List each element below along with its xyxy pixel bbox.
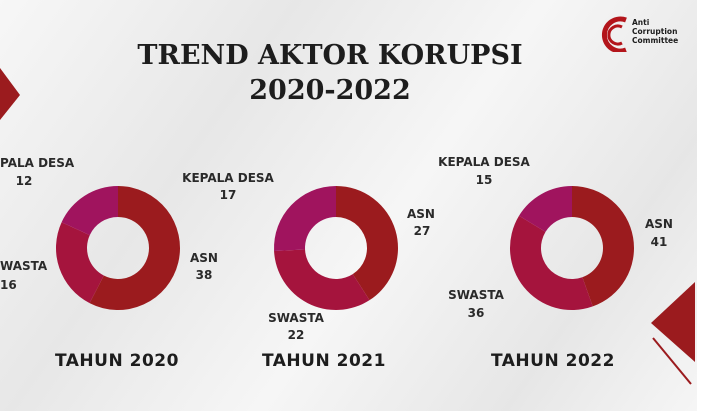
donut-slice-asn-2022 [572, 186, 634, 307]
value-kepala-desa-2020: 12 [15, 174, 33, 188]
donut-slice-kepala-desa-2020 [61, 186, 118, 236]
donut-slice-kepala-desa-2022 [519, 186, 572, 232]
right-triangle-decoration [651, 282, 695, 385]
value-kepala-desa-2021: 17 [219, 188, 237, 202]
logo-line-2: Corruption [632, 27, 678, 36]
donut-slice-swasta-2022 [510, 215, 593, 310]
donut-chart-2020 [56, 186, 180, 310]
label-kepala-desa-2021: KEPALA DESA [182, 171, 274, 185]
donut-chart-2021 [274, 186, 398, 310]
label-asn-2021: ASN [407, 207, 435, 221]
donut-slice-swasta-2021 [274, 249, 370, 310]
value-asn-2022: 41 [650, 235, 668, 249]
value-swasta-2021: 22 [287, 328, 305, 342]
logo-mark-icon [602, 16, 627, 52]
logo-line-1: Anti [632, 18, 650, 27]
value-kepala-desa-2022: 15 [475, 173, 493, 187]
label-asn-2020: ASN [190, 251, 218, 265]
logo-line-3: Committee [632, 36, 679, 45]
page-title: TREND AKTOR KORUPSI 2020-2022 [110, 38, 550, 108]
value-asn-2020: 38 [195, 268, 213, 282]
label-kepala-desa-2022: KEPALA DESA [438, 155, 530, 169]
label-kepala-desa-2020: PALA DESA [0, 156, 80, 170]
year-label-2022: TAHUN 2022 [491, 351, 615, 371]
label-swasta-2020: WASTA [0, 259, 48, 273]
logo-text: Anti Corruption Committee [632, 18, 678, 45]
value-swasta-2022: 36 [467, 306, 485, 320]
donut-slice-asn-2021 [336, 186, 398, 301]
year-label-2021: TAHUN 2021 [262, 351, 386, 371]
donut-slice-swasta-2020 [56, 222, 104, 304]
donut-slice-asn-2020 [89, 186, 180, 310]
title-line-1: TREND AKTOR KORUPSI [137, 40, 523, 71]
value-swasta-2020: 16 [0, 278, 17, 292]
label-swasta-2021: SWASTA [268, 311, 324, 325]
year-label-2020: TAHUN 2020 [55, 351, 179, 371]
donut-slice-kepala-desa-2021 [274, 186, 336, 251]
label-asn-2022: ASN [645, 217, 673, 231]
donut-chart-2022 [510, 186, 634, 310]
right-edge-strip [697, 0, 704, 411]
title-line-2: 2020-2022 [249, 75, 411, 106]
label-swasta-2022: SWASTA [448, 288, 504, 302]
value-asn-2021: 27 [413, 224, 431, 238]
left-triangle-decoration [0, 68, 20, 120]
anti-corruption-committee-logo: Anti Corruption Committee [596, 16, 678, 60]
label-kepala-desa-2020-name: PALA DESA [0, 156, 75, 170]
